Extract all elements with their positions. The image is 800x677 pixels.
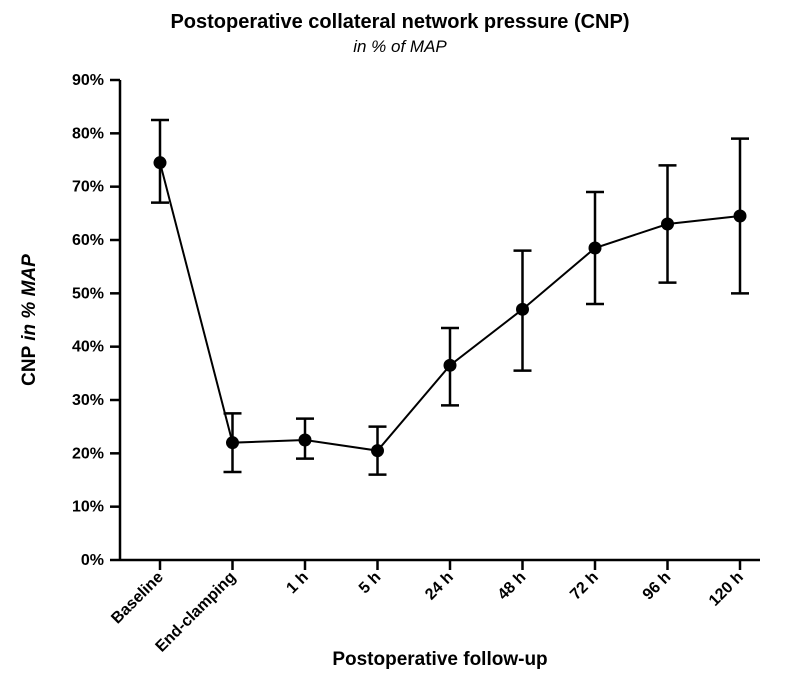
chart-title: Postoperative collateral network pressur… xyxy=(170,11,629,33)
y-tick-label: 30% xyxy=(72,392,104,409)
x-tick-label: 1 h xyxy=(283,569,311,597)
data-point xyxy=(734,210,747,223)
data-point xyxy=(154,156,167,169)
y-tick-label: 60% xyxy=(72,232,104,249)
x-tick-labels: BaselineEnd-clamping1 h5 h24 h48 h72 h96… xyxy=(108,569,747,656)
x-tick-label: 96 h xyxy=(640,569,675,604)
y-tick-label: 0% xyxy=(81,552,104,569)
x-tick-label: 120 h xyxy=(706,569,747,610)
data-point xyxy=(661,218,674,231)
y-tick-labels: 0% 10% 20% 30% 40% 50% 60% 70% 80% 90% xyxy=(72,72,104,569)
x-tick-label: 72 h xyxy=(567,569,602,604)
x-tick-label: Baseline xyxy=(108,569,167,628)
data-point xyxy=(299,434,312,447)
y-tick-label: 10% xyxy=(72,499,104,516)
y-tick-label: 90% xyxy=(72,72,104,89)
x-axis-label: Postoperative follow-up xyxy=(332,649,547,670)
y-tick-label: 70% xyxy=(72,179,104,196)
data-point xyxy=(371,444,384,457)
data-point xyxy=(589,242,602,255)
chart-subtitle: in % of MAP xyxy=(353,37,447,56)
x-tick-label: 48 h xyxy=(495,569,530,604)
y-tick-label: 40% xyxy=(72,339,104,356)
svg-text:CNP in % MAP: CNP in % MAP xyxy=(19,254,40,386)
cnp-chart: Postoperative collateral network pressur… xyxy=(0,0,800,677)
chart-svg: Postoperative collateral network pressur… xyxy=(0,0,800,677)
x-tick-label: 24 h xyxy=(422,569,457,604)
y-tick-label: 50% xyxy=(72,285,104,302)
y-tick-label: 80% xyxy=(72,125,104,142)
x-tick-label: 5 h xyxy=(356,569,384,597)
data-point xyxy=(516,303,529,316)
y-axis-label: CNP in % MAP xyxy=(19,254,40,386)
error-bars xyxy=(151,120,749,475)
axes xyxy=(110,80,760,570)
data-point xyxy=(226,436,239,449)
series-line xyxy=(160,163,740,451)
series-markers xyxy=(154,156,747,457)
y-tick-label: 20% xyxy=(72,445,104,462)
data-point xyxy=(444,359,457,372)
